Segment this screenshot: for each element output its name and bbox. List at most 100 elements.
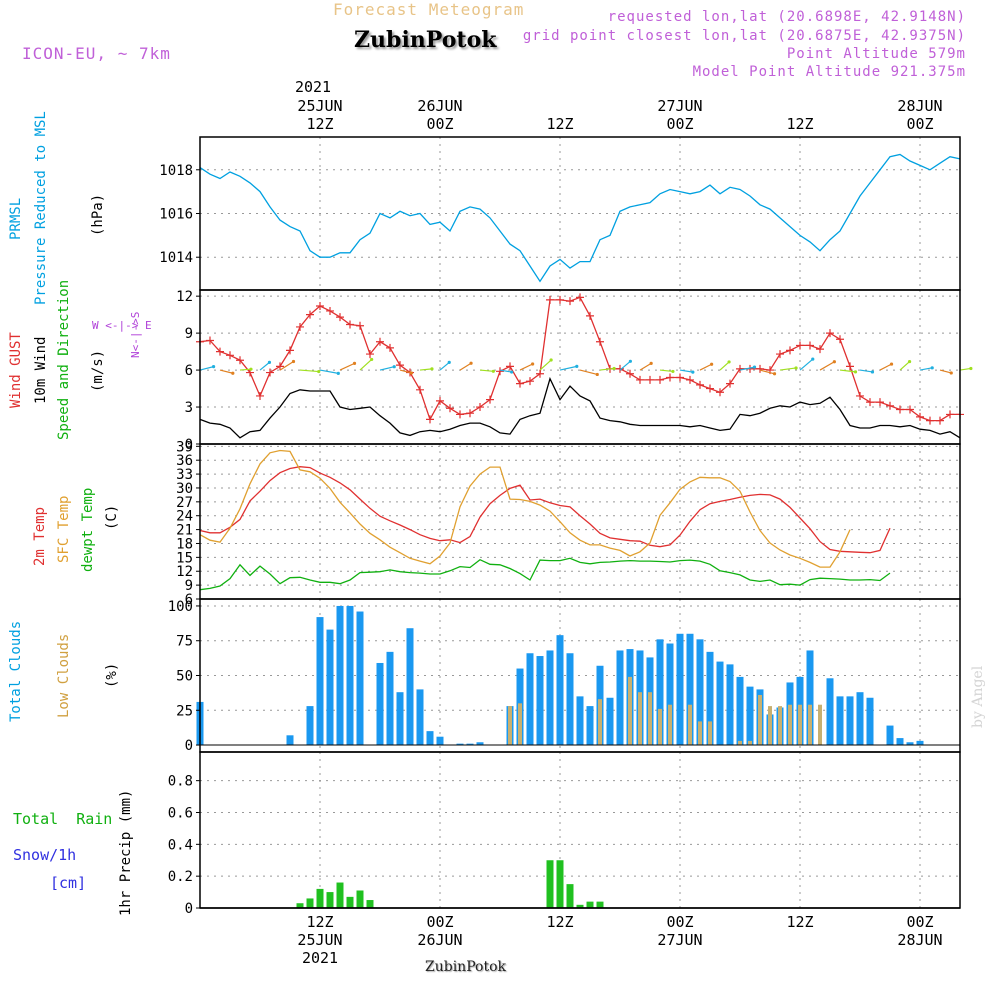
low-clouds-bar	[508, 706, 512, 746]
total-clouds-bar	[826, 678, 834, 746]
top-time-label: 00Z	[906, 115, 933, 133]
gust-marker	[466, 409, 474, 418]
top-time-label: 00Z	[666, 115, 693, 133]
model-label: ICON-EU, ~ 7km	[22, 44, 171, 63]
rain-bar	[566, 884, 574, 908]
y-tick-label: 30	[176, 481, 193, 497]
wind-arrow	[439, 361, 450, 371]
wind-arrow-head	[249, 367, 253, 371]
pressure-line	[199, 153, 961, 283]
total-clouds-bar	[736, 676, 744, 746]
wind-arrow-head	[430, 367, 434, 371]
low-clouds-bar	[788, 704, 792, 746]
wind-arrow-head	[291, 359, 296, 364]
total-clouds-bar	[656, 639, 664, 746]
total-clouds-bar	[856, 692, 864, 746]
gust-marker	[926, 416, 934, 425]
gust-marker	[506, 362, 514, 371]
total-clouds-bar	[336, 605, 344, 746]
gust-marker	[626, 369, 634, 378]
gust-marker	[696, 380, 704, 389]
total-clouds-bar	[526, 653, 534, 746]
wind-arrow-head	[671, 369, 675, 374]
y-tick-label: 39	[176, 439, 193, 455]
rain-bar	[336, 882, 344, 908]
total-clouds-bar	[726, 664, 734, 746]
total-clouds-bar	[576, 696, 584, 746]
low-clouds-bar	[658, 708, 662, 746]
wind-arrow	[859, 369, 873, 373]
low-clouds-bar	[598, 699, 602, 746]
total-clouds-bar	[476, 742, 484, 746]
gust-marker	[546, 295, 554, 304]
gust-marker	[796, 341, 804, 350]
low-clouds-bar	[518, 703, 522, 746]
product-title: Forecast Meteogram	[333, 0, 525, 19]
total-clouds-bar	[456, 743, 464, 746]
rain-bar	[576, 904, 584, 908]
gust-marker	[906, 405, 914, 414]
total-clouds-bar	[916, 740, 924, 746]
wind-arrow-head	[853, 370, 858, 374]
wind-arrow	[659, 369, 673, 373]
top-time-label: 12Z	[786, 115, 813, 133]
wind-arrow-head	[930, 366, 934, 370]
y-tick-label: 36	[176, 453, 193, 469]
wind10m-line	[199, 376, 961, 439]
gust-marker	[596, 337, 604, 346]
top-time-label: 12Z	[306, 115, 333, 133]
total-clouds-bar	[886, 725, 894, 746]
low-clouds-bar	[628, 676, 632, 746]
gust-marker	[256, 391, 264, 400]
gust-marker	[296, 322, 304, 331]
wind-arrow-head	[832, 360, 836, 364]
wind-arrow	[959, 367, 971, 371]
wind-arrow-head	[267, 360, 272, 364]
gust-marker	[646, 375, 654, 384]
gust-marker	[436, 396, 444, 405]
gust-marker	[336, 313, 344, 322]
wind-arrow-head	[969, 366, 973, 371]
total-clouds-bar	[566, 653, 574, 746]
y-tick-label: 0	[185, 738, 193, 754]
wind-arrow-head	[531, 362, 535, 366]
dewpt-line	[199, 557, 891, 591]
temp2m-line	[199, 466, 891, 554]
wind-arrow	[539, 359, 552, 371]
gust-marker	[276, 362, 284, 371]
wind-arrow-head	[231, 371, 235, 375]
wind-arrow	[319, 369, 339, 374]
gust-marker	[236, 356, 244, 365]
wind-arrow	[559, 365, 577, 371]
wind-arrow	[779, 367, 797, 371]
y-tick-label: 1014	[159, 250, 193, 266]
gust-marker	[266, 368, 274, 377]
total-clouds-bar	[586, 706, 594, 746]
y-tick-label: 1018	[159, 163, 193, 179]
bottom-time-label: 2021	[302, 949, 338, 967]
total-clouds-bar	[316, 617, 324, 746]
gust-marker	[866, 398, 874, 407]
low-clouds-bar	[708, 721, 712, 746]
wind-arrow	[279, 360, 294, 371]
total-clouds-bar	[356, 611, 364, 746]
wind-arrow	[819, 361, 835, 371]
low-clouds-bar	[758, 694, 762, 746]
gust-marker	[206, 336, 214, 345]
wind-arrow	[839, 369, 856, 373]
low-clouds-bar	[748, 740, 752, 746]
wind-arrow-head	[772, 372, 777, 376]
gust-marker	[846, 362, 854, 371]
y-tick-label: 0.6	[168, 805, 193, 821]
gust-marker	[736, 364, 744, 373]
total-clouds-bar	[426, 731, 434, 746]
wind-arrow-head	[889, 362, 894, 366]
wind-arrow-head	[575, 364, 579, 368]
rain-bar	[596, 901, 604, 908]
wind-arrow	[199, 366, 214, 371]
gust-marker	[446, 404, 454, 413]
y-tick-label: 6	[185, 592, 193, 608]
low-clouds-bar	[808, 704, 812, 746]
wind-arrow	[499, 369, 512, 373]
wind-arrow-head	[409, 371, 414, 375]
